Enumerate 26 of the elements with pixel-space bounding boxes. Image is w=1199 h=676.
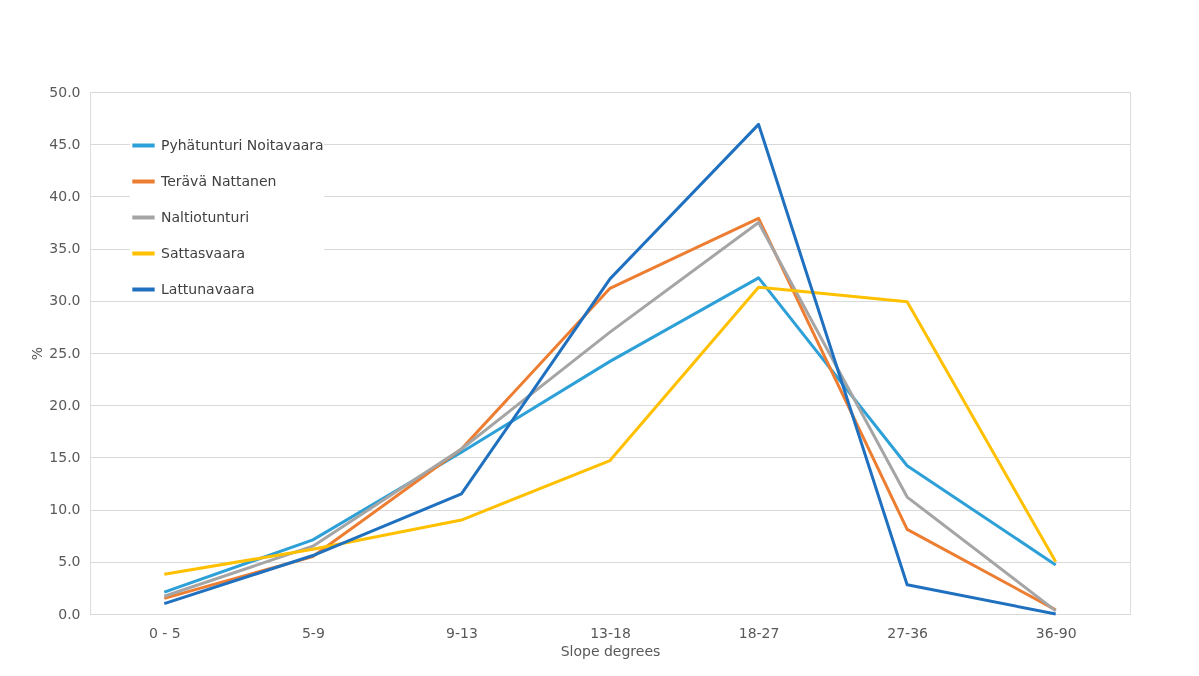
- y-tick-label: 50.0: [49, 83, 81, 100]
- line-series: [162, 122, 1058, 616]
- x-tick-label: 18-27: [738, 624, 780, 641]
- legend-label: Terävä Nattanen: [160, 172, 277, 189]
- legend-label: Sattasvaara: [161, 244, 246, 261]
- y-tick-label: 25.0: [49, 344, 81, 361]
- y-tick-label: 5.0: [58, 553, 81, 570]
- y-tick-label: 45.0: [49, 135, 81, 152]
- y-tick-label: 30.0: [49, 292, 81, 309]
- y-tick-label: 10.0: [49, 501, 81, 518]
- x-tick-label: 36-90: [1035, 624, 1077, 641]
- y-axis-title: %: [29, 346, 46, 361]
- x-tick-label: 27-36: [887, 624, 929, 641]
- x-tick-label: 9-13: [446, 624, 478, 641]
- x-axis-title: Slope degrees: [560, 642, 661, 659]
- x-tick-label: 13-18: [590, 624, 631, 641]
- y-tick-label: 20.0: [49, 396, 81, 413]
- legend-label: Lattunavaara: [161, 280, 255, 297]
- x-tick-label: 0 - 5: [148, 624, 181, 641]
- y-tick-label: 15.0: [49, 448, 81, 465]
- y-tick-label: 35.0: [49, 240, 81, 257]
- legend-label: Naltiotunturi: [161, 208, 250, 225]
- x-tick-label: 5-9: [301, 624, 325, 641]
- y-tick-label: 40.0: [49, 187, 81, 204]
- y-tick-label: 0.0: [58, 605, 81, 622]
- legend-label: Pyhätunturi Noitavaara: [161, 136, 324, 153]
